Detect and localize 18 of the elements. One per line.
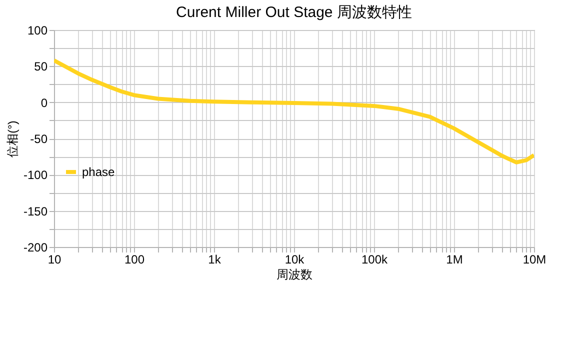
legend-label: phase bbox=[82, 165, 116, 179]
y-tick-label: 50 bbox=[34, 60, 48, 74]
x-tick-label: 10M bbox=[522, 252, 546, 266]
x-axis-title: 周波数 bbox=[276, 268, 312, 282]
x-tick-label: 1k bbox=[208, 252, 222, 266]
y-tick-label: -150 bbox=[23, 204, 48, 218]
x-tick-label: 10k bbox=[284, 252, 306, 266]
y-tick-label: 0 bbox=[40, 96, 48, 110]
chart-title: Curent Miller Out Stage 周波数特性 bbox=[176, 4, 412, 21]
y-tick-label: -100 bbox=[23, 168, 48, 182]
y-tick-label: 100 bbox=[27, 24, 48, 38]
y-tick-label: -200 bbox=[23, 240, 48, 254]
x-tick-label: 100k bbox=[361, 252, 389, 266]
x-tick-label: 10 bbox=[48, 252, 62, 266]
x-tick-label: 100 bbox=[124, 252, 145, 266]
y-tick-label: -50 bbox=[30, 132, 48, 146]
y-axis-title: 位相(°) bbox=[5, 120, 20, 158]
x-tick-label: 1M bbox=[446, 252, 463, 266]
